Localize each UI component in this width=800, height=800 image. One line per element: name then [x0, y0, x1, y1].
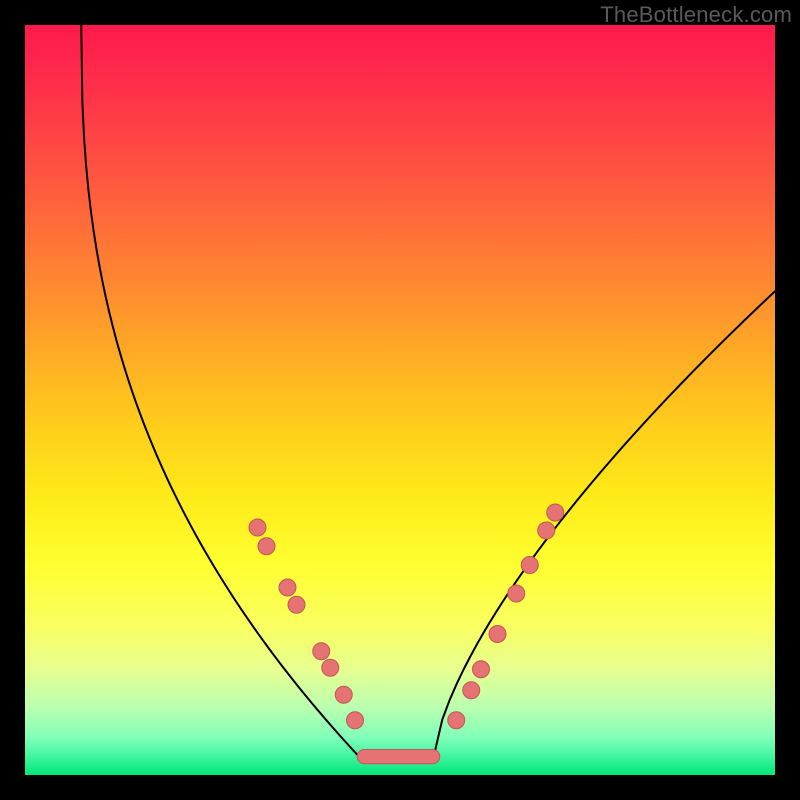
- watermark: TheBottleneck.com: [600, 2, 792, 28]
- bottleneck-chart: [25, 25, 775, 775]
- chart-svg: [25, 25, 775, 775]
- chart-container: [25, 25, 775, 775]
